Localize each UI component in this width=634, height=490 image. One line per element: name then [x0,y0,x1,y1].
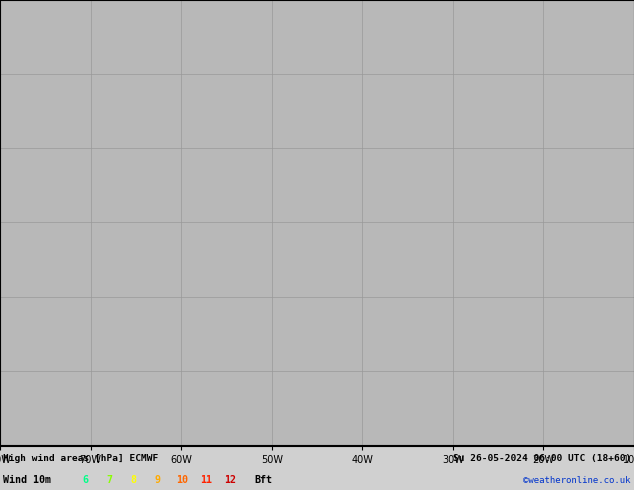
Text: 8: 8 [131,475,137,485]
Text: ©weatheronline.co.uk: ©weatheronline.co.uk [523,476,631,485]
Text: 10: 10 [176,475,188,485]
Text: 12: 12 [224,475,236,485]
Text: 6: 6 [82,475,89,485]
Text: Wind 10m: Wind 10m [3,475,51,485]
Text: Bft: Bft [254,475,272,485]
Text: Su 26-05-2024 06:00 UTC (18+60): Su 26-05-2024 06:00 UTC (18+60) [453,454,631,463]
Text: 7: 7 [107,475,113,485]
Text: High wind areas [hPa] ECMWF: High wind areas [hPa] ECMWF [3,454,158,463]
Text: 9: 9 [155,475,161,485]
Text: 11: 11 [200,475,212,485]
